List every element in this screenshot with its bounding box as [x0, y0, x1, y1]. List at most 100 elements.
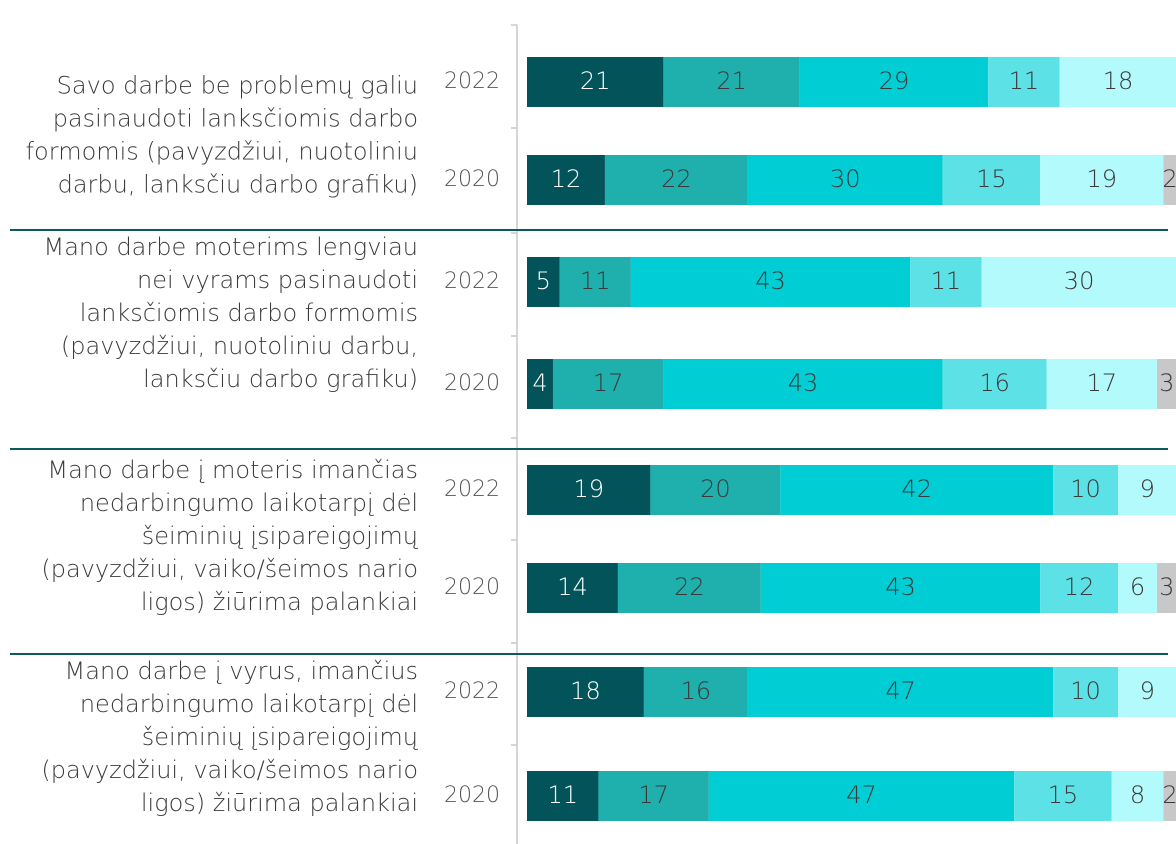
bar-segment [760, 563, 1041, 613]
bar-segment [942, 359, 1047, 409]
bar-segment [1163, 155, 1176, 205]
bar-segment [663, 57, 800, 107]
bar-segment [604, 155, 748, 205]
bar-segment [643, 667, 748, 717]
bar-segment [598, 771, 709, 821]
bar-segment [617, 563, 761, 613]
value-label: 2 [1162, 165, 1176, 193]
bar-segment [981, 257, 1176, 307]
value-label: 30 [830, 165, 861, 193]
value-label: 11 [580, 267, 611, 295]
value-label: 11 [931, 267, 962, 295]
bar-segment [1014, 771, 1112, 821]
bar-segment [650, 465, 781, 515]
value-label: 10 [1070, 475, 1101, 503]
group-label: Mano darbe moterims lengviau [44, 233, 419, 261]
value-label: 30 [1064, 267, 1095, 295]
value-label: 15 [976, 165, 1007, 193]
value-label: 9 [1140, 677, 1155, 705]
value-label: 12 [1064, 573, 1095, 601]
bar-segment [799, 57, 989, 107]
group-label: Savo darbe be problemų galiu [57, 72, 418, 100]
group-label: formomis (pavyzdžiui, nuotoliniu [26, 138, 418, 166]
value-label: 10 [1070, 677, 1101, 705]
value-label: 2 [1162, 781, 1176, 809]
bar-segment [527, 359, 553, 409]
value-label: 12 [551, 165, 582, 193]
bar-segment [988, 57, 1060, 107]
value-label: 11 [547, 781, 578, 809]
value-label: 17 [1087, 369, 1118, 397]
group-label: lanksčiomis darbo formomis [80, 299, 418, 327]
value-label: 4 [532, 369, 547, 397]
value-label: 18 [570, 677, 601, 705]
group-label: šeiminių įsipareigojimų [142, 522, 419, 550]
group-separators [10, 229, 1168, 655]
group-label: (pavyzdžiui, nuotoliniu darbu, [61, 332, 418, 360]
value-label: 43 [885, 573, 916, 601]
year-label: 2020 [444, 575, 500, 600]
value-label: 18 [1103, 67, 1134, 95]
group-label: nedarbingumo laikotarpį dėl [80, 690, 418, 718]
group-label: Mano darbe į moteris imančias [47, 456, 418, 484]
value-label: 22 [674, 573, 705, 601]
bar-segment [1118, 563, 1158, 613]
value-label: 42 [901, 475, 932, 503]
bar-segment [1040, 563, 1119, 613]
bar-segment [1157, 359, 1176, 409]
year-label: 2022 [444, 269, 500, 294]
group-label: ligos) žiūrima palankiai [141, 588, 418, 616]
group-label: lanksčiu darbo grafiku) [143, 365, 418, 393]
bar-segment [527, 465, 651, 515]
year-label: 2022 [444, 679, 500, 704]
bar-segment [1118, 667, 1176, 717]
value-label: 22 [661, 165, 692, 193]
value-label: 19 [1087, 165, 1118, 193]
value-label: 8 [1130, 781, 1145, 809]
value-label: 47 [885, 677, 916, 705]
value-label: 17 [593, 369, 624, 397]
bar-segment [527, 155, 605, 205]
bar-segment [747, 667, 1054, 717]
group-label: darbu, lanksčiu darbo grafiku) [58, 171, 418, 199]
group-label: pasinaudoti lanksčiomis darbo [53, 105, 418, 133]
value-label: 47 [846, 781, 877, 809]
axis-ticks [511, 24, 517, 746]
bar-segment [527, 667, 644, 717]
bar-segment [708, 771, 1015, 821]
bar-segment [527, 771, 599, 821]
group-label: nedarbingumo laikotarpį dėl [80, 489, 418, 517]
value-label: 15 [1048, 781, 1079, 809]
group-label: šeiminių įsipareigojimų [142, 723, 419, 751]
bar-segment [527, 257, 560, 307]
bar-segment [910, 257, 982, 307]
bar-segment [1118, 465, 1176, 515]
value-label: 5 [536, 267, 551, 295]
group-label: (pavyzdžiui, vaiko/šeimos nario [41, 555, 418, 583]
value-label: 16 [979, 369, 1010, 397]
value-label: 43 [788, 369, 819, 397]
bar-segment [942, 155, 1041, 205]
bar-segment [1053, 667, 1119, 717]
value-label: 21 [716, 67, 747, 95]
group-label: Mano darbe į vyrus, imančius [65, 657, 418, 685]
bar-segment [780, 465, 1054, 515]
group-label: ligos) žiūrima palankiai [141, 789, 418, 817]
value-label: 3 [1159, 573, 1174, 601]
bar-segment [1053, 465, 1119, 515]
value-label: 20 [700, 475, 731, 503]
bar-segment [1157, 563, 1176, 613]
bar-segment [747, 155, 943, 205]
bar-segment [527, 563, 618, 613]
bar-segment [559, 257, 631, 307]
bar-segment [527, 57, 664, 107]
bar-segment [1046, 359, 1158, 409]
year-label: 2022 [444, 477, 500, 502]
bar-segment [630, 257, 911, 307]
bar-segment [552, 359, 664, 409]
value-label: 9 [1140, 475, 1155, 503]
value-label: 21 [580, 67, 611, 95]
year-label: 2020 [444, 783, 500, 808]
bar-segment [1111, 771, 1164, 821]
